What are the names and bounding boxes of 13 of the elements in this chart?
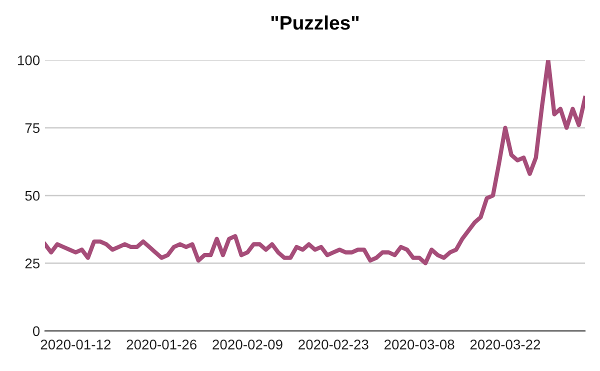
x-tick-label: 2020-03-08	[384, 340, 454, 350]
y-tick-label: 50	[25, 190, 40, 201]
chart-title: "Puzzles"	[271, 15, 359, 30]
line-series	[45, 60, 585, 266]
x-tick-label: 2020-02-09	[212, 340, 282, 350]
x-tick-label: 2020-02-23	[298, 340, 368, 350]
y-tick-label: 100	[18, 55, 40, 66]
y-tick-label: 0	[32, 326, 40, 336]
x-tick-label: 2020-03-22	[470, 340, 540, 350]
y-tick-label: 75	[25, 123, 40, 133]
y-tick-label: 25	[25, 258, 40, 268]
x-tick-label: 2020-01-26	[126, 340, 197, 350]
x-tick-label: 2020-01-12	[40, 340, 111, 350]
